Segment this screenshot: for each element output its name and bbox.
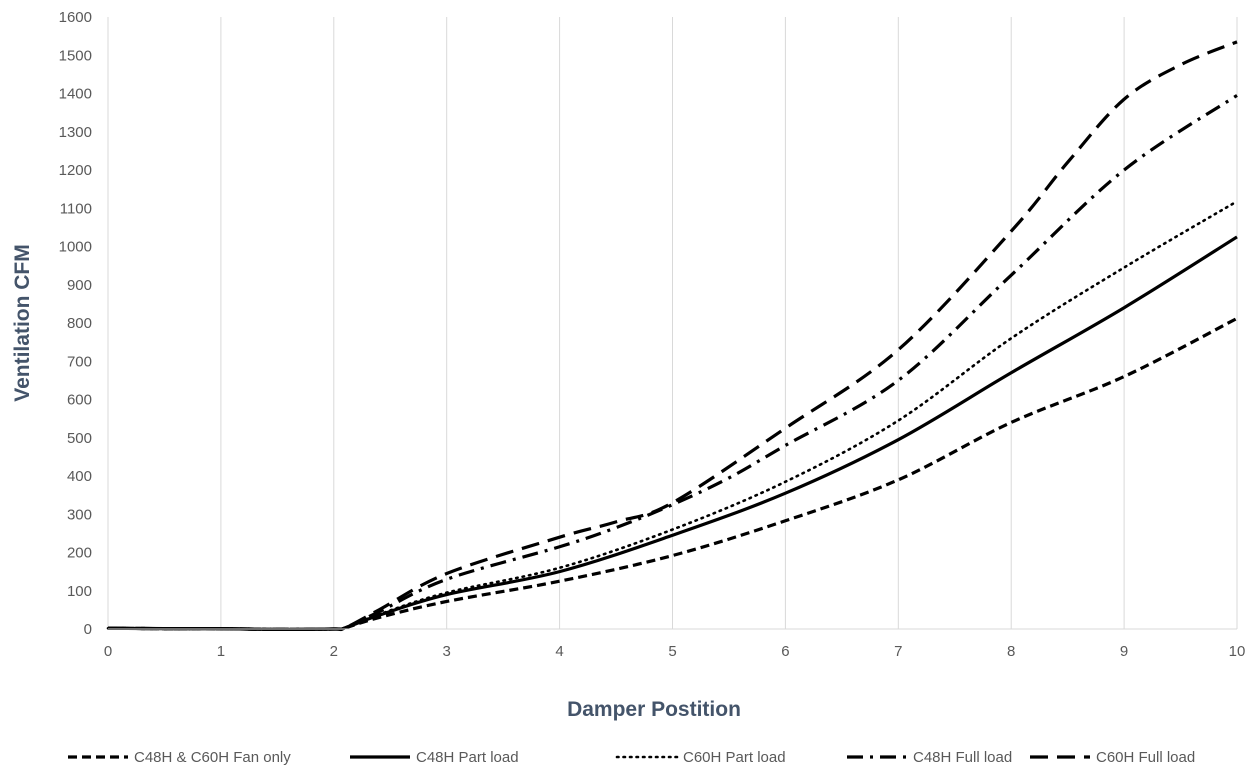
x-tick-label: 6 <box>781 643 789 660</box>
y-tick-label: 0 <box>84 621 92 638</box>
legend-label-1: C48H & C60H Fan only <box>134 749 291 766</box>
y-tick-label: 1300 <box>59 124 92 141</box>
y-tick-label: 300 <box>67 506 92 523</box>
legend-label-3: C60H Part load <box>683 749 786 766</box>
y-tick-label: 1100 <box>60 200 92 217</box>
y-tick-label: 1600 <box>59 9 92 26</box>
x-tick-label: 10 <box>1229 643 1246 660</box>
y-tick-label: 400 <box>67 468 92 485</box>
y-tick-label: 1400 <box>59 86 92 103</box>
x-tick-label: 1 <box>217 643 225 660</box>
legend-label-5: C60H Full load <box>1096 749 1195 766</box>
x-axis-title: Damper Postition <box>567 698 741 721</box>
y-tick-label: 1500 <box>59 47 92 64</box>
y-axis-title: Ventilation CFM <box>11 244 34 402</box>
x-tick-label: 0 <box>104 643 112 660</box>
series-line-3 <box>106 200 1239 631</box>
grid-lines <box>107 17 1238 629</box>
x-tick-label: 5 <box>668 643 676 660</box>
x-tick-label: 4 <box>555 643 563 660</box>
x-tick-label: 7 <box>894 643 902 660</box>
x-tick-labels: 0 1 2 3 4 5 6 7 8 9 10 <box>104 643 1246 660</box>
y-tick-label: 700 <box>67 353 92 370</box>
y-tick-labels: 0 100 200 300 400 500 600 700 800 900 1000 1100 1200… <box>59 9 92 638</box>
y-tick-label: 1200 <box>59 162 92 179</box>
y-tick-label: 1000 <box>59 239 92 256</box>
y-tick-label: 500 <box>67 430 92 447</box>
y-tick-label: 800 <box>67 315 92 332</box>
x-tick-label: 9 <box>1120 643 1128 660</box>
x-tick-label: 3 <box>443 643 451 660</box>
y-tick-label: 100 <box>67 583 92 600</box>
legend: C48H & C60H Fan only C48H Part load C60H P… <box>68 749 1195 766</box>
y-tick-label: 900 <box>67 277 92 294</box>
x-tick-label: 2 <box>330 643 338 660</box>
legend-label-4: C48H Full load <box>913 749 1012 766</box>
x-tick-label: 8 <box>1007 643 1015 660</box>
y-tick-label: 600 <box>67 392 92 409</box>
y-tick-label: 200 <box>67 545 92 562</box>
legend-label-2: C48H Part load <box>416 749 519 766</box>
